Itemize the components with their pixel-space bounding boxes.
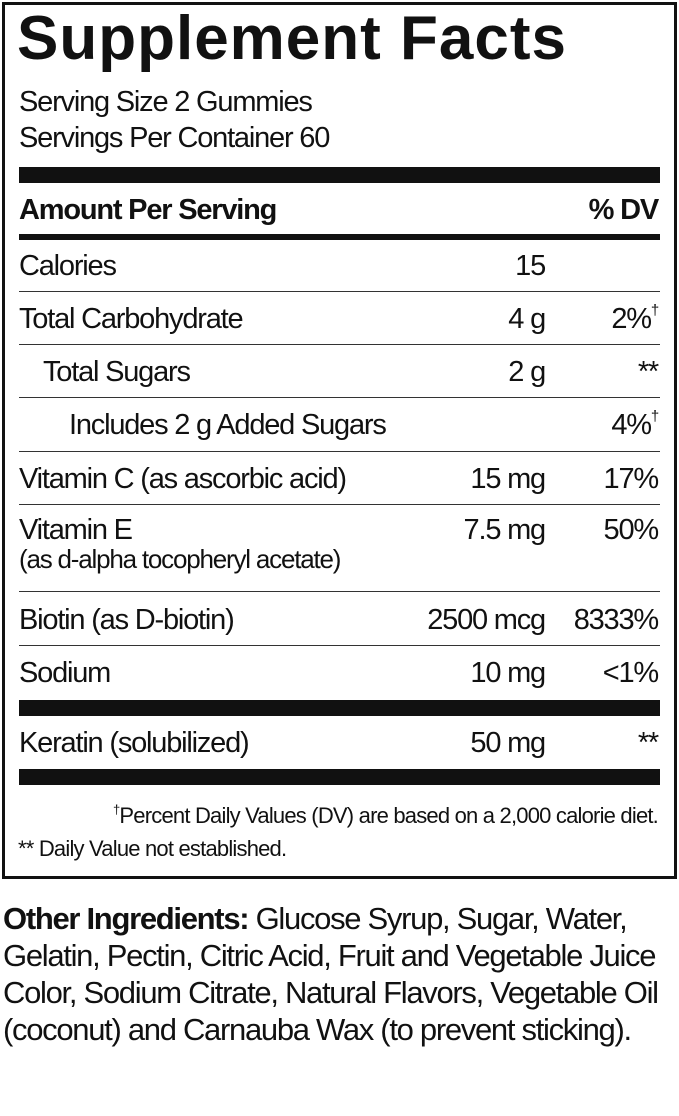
nutrient-name: Vitamin C (as ascorbic acid) bbox=[19, 463, 347, 495]
footnote-dv: †Percent Daily Values (DV) are based on … bbox=[112, 802, 659, 828]
nutrient-row-keratin: Keratin (solubilized) 50 mg ** bbox=[19, 729, 660, 769]
nutrient-amount: 4 g bbox=[508, 303, 546, 335]
divider bbox=[19, 451, 660, 452]
nutrient-dv: 2%† bbox=[611, 302, 659, 335]
nutrient-row-sodium: Sodium 10 mg <1% bbox=[19, 659, 660, 699]
nutrient-name: Biotin (as D-biotin) bbox=[19, 604, 235, 636]
nutrient-row-calories: Calories 15 bbox=[19, 252, 660, 292]
nutrient-dv: ** bbox=[637, 356, 659, 388]
divider-medium bbox=[19, 234, 660, 240]
divider bbox=[19, 504, 660, 505]
nutrient-dv: 8333% bbox=[573, 604, 660, 636]
nutrient-name: Vitamin E bbox=[19, 514, 133, 546]
nutrient-name: Keratin (solubilized) bbox=[19, 727, 250, 759]
nutrient-amount: 2500 mcg bbox=[427, 604, 546, 636]
nutrient-dv: 4%† bbox=[611, 408, 659, 441]
serving-size: Serving Size 2 Gummies bbox=[19, 86, 313, 118]
divider-thick bbox=[19, 769, 660, 785]
divider bbox=[19, 591, 660, 592]
nutrient-dv: <1% bbox=[602, 657, 659, 689]
nutrient-dv: 17% bbox=[603, 463, 660, 495]
nutrient-name: Total Carbohydrate bbox=[19, 303, 244, 335]
servings-per-container: Servings Per Container 60 bbox=[19, 122, 330, 154]
nutrient-name: Sodium bbox=[19, 657, 111, 689]
nutrient-dv: 50% bbox=[603, 514, 660, 546]
nutrient-name: Includes 2 g Added Sugars bbox=[69, 409, 387, 441]
nutrient-amount: 15 bbox=[515, 250, 546, 282]
supplement-facts-panel bbox=[2, 2, 677, 879]
nutrient-row-vitamin-e: Vitamin E (as d-alpha tocopheryl acetate… bbox=[19, 516, 660, 586]
nutrient-amount: 2 g bbox=[508, 356, 546, 388]
divider bbox=[19, 344, 660, 345]
other-ingredients: Other Ingredients: Glucose Syrup, Sugar,… bbox=[3, 901, 659, 1047]
nutrient-name: Total Sugars bbox=[43, 356, 191, 388]
panel-title: Supplement Facts bbox=[17, 4, 567, 73]
nutrient-amount: 50 mg bbox=[470, 727, 546, 759]
nutrient-amount: 15 mg bbox=[470, 463, 546, 495]
nutrient-row-biotin: Biotin (as D-biotin) 2500 mcg 8333% bbox=[19, 606, 660, 646]
nutrient-row-total-sugars: Total Sugars 2 g ** bbox=[19, 358, 660, 398]
nutrient-dv: ** bbox=[637, 727, 659, 759]
nutrient-row-total-carbohydrate: Total Carbohydrate 4 g 2%† bbox=[19, 302, 660, 345]
nutrient-row-added-sugars: Includes 2 g Added Sugars 4%† bbox=[19, 408, 660, 451]
nutrient-detail: (as d-alpha tocopheryl acetate) bbox=[19, 544, 341, 574]
nutrient-amount: 10 mg bbox=[470, 657, 546, 689]
divider-thick bbox=[19, 700, 660, 716]
divider-thick bbox=[19, 167, 660, 183]
nutrient-name: Calories bbox=[19, 250, 117, 282]
amount-per-serving-header: Amount Per Serving bbox=[19, 194, 277, 226]
divider bbox=[19, 291, 660, 292]
divider bbox=[19, 645, 660, 646]
nutrient-amount: 7.5 mg bbox=[463, 514, 547, 546]
nutrient-row-vitamin-c: Vitamin C (as ascorbic acid) 15 mg 17% bbox=[19, 465, 660, 505]
footnote-not-established: ** Daily Value not established. bbox=[18, 836, 287, 861]
dv-header: % DV bbox=[588, 194, 660, 226]
divider bbox=[19, 397, 660, 398]
